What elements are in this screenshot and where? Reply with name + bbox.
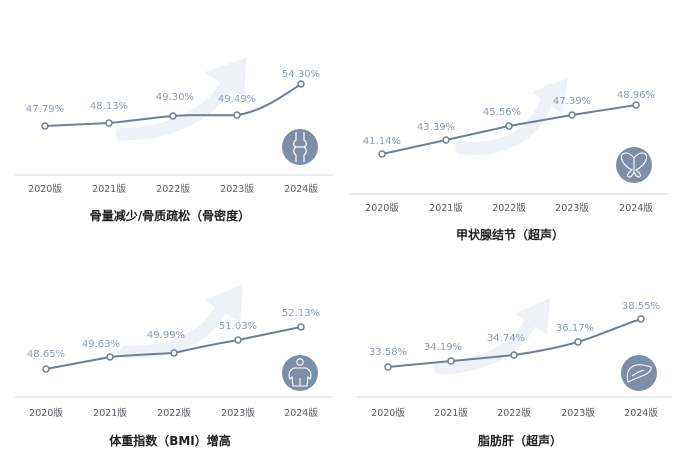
liver-icon — [621, 355, 657, 391]
x-tick-label: 2024版 — [284, 183, 318, 195]
x-tick-label: 2024版 — [619, 202, 653, 214]
chart-fatty-liver-plot: 33.58% 34.19% 34.74% 36.17% 38.55% 2020版… — [357, 298, 672, 419]
x-tick-label: 2021版 — [429, 202, 463, 214]
chart-bone-density-plot: 47.79% 48.13% 49.30% 49.49% 54.30% 2020版… — [15, 58, 333, 195]
trend-arrow-head-icon — [205, 58, 246, 98]
x-tick-label: 2024版 — [284, 407, 318, 419]
x-tick-label: 2022版 — [156, 183, 190, 195]
x-tick-label: 2020版 — [371, 407, 405, 419]
x-tick-label: 2022版 — [157, 407, 191, 419]
value-label: 41.14% — [363, 136, 401, 147]
data-line — [387, 318, 642, 368]
x-tick-label: 2020版 — [29, 407, 63, 419]
value-label: 38.55% — [622, 301, 660, 312]
value-label: 47.39% — [553, 96, 591, 107]
value-label: 47.79% — [26, 104, 64, 115]
value-label: 43.39% — [417, 122, 455, 133]
x-tick-label: 2023版 — [555, 202, 589, 214]
x-tick-label: 2020版 — [28, 183, 62, 195]
chart-bmi-plot: 48.65% 49.63% 49.99% 51.03% 52.13% 2020版… — [15, 284, 333, 419]
chart-thyroid-nodule: 41.14% 43.39% 45.56% 47.39% 48.96% 2020版… — [340, 0, 699, 250]
chart-title: 脂肪肝（超声） — [477, 434, 562, 448]
overweight-person-icon — [282, 355, 318, 391]
data-markers — [42, 323, 305, 373]
value-label: 34.74% — [487, 333, 525, 344]
value-label: 33.58% — [369, 347, 407, 358]
chart-thyroid-nodule-plot: 41.14% 43.39% 45.56% 47.39% 48.96% 2020版… — [350, 78, 668, 214]
x-tick-label: 2021版 — [93, 407, 127, 419]
value-label: 52.13% — [282, 308, 320, 319]
x-tick-label: 2023版 — [561, 407, 595, 419]
x-tick-label: 2023版 — [221, 407, 255, 419]
value-label: 54.30% — [282, 69, 320, 80]
x-tick-label: 2021版 — [434, 407, 468, 419]
value-label: 34.19% — [424, 342, 462, 353]
value-label: 48.96% — [617, 90, 655, 101]
value-label: 48.65% — [27, 349, 65, 360]
value-label: 45.56% — [483, 107, 521, 118]
x-tick-label: 2022版 — [497, 407, 531, 419]
trend-arrow-head-icon — [515, 298, 550, 334]
x-tick-label: 2024版 — [624, 407, 658, 419]
value-label: 51.03% — [219, 321, 257, 332]
chart-fatty-liver: 33.58% 34.19% 34.74% 36.17% 38.55% 2020版… — [340, 270, 699, 455]
thyroid-butterfly-icon — [616, 147, 652, 183]
trend-arrow-head-icon — [205, 284, 243, 322]
value-label: 36.17% — [556, 323, 594, 334]
chart-bone-density: 47.79% 48.13% 49.30% 49.49% 54.30% 2020版… — [0, 0, 340, 230]
trend-arrow-icon — [433, 307, 540, 375]
data-markers — [384, 315, 645, 371]
trend-arrow-icon — [455, 83, 557, 155]
trend-arrow-head-icon — [532, 78, 568, 114]
data-markers — [378, 101, 640, 158]
knee-joint-icon — [282, 129, 318, 165]
value-label: 49.30% — [156, 92, 194, 103]
value-label: 49.99% — [147, 330, 185, 341]
value-label: 49.63% — [82, 339, 120, 350]
value-label: 48.13% — [90, 101, 128, 112]
x-tick-label: 2021版 — [92, 183, 126, 195]
x-tick-label: 2020版 — [365, 202, 399, 214]
value-label: 49.49% — [218, 94, 256, 105]
x-tick-label: 2023版 — [220, 183, 254, 195]
trend-arrow-icon — [115, 65, 239, 141]
data-line — [44, 83, 302, 127]
data-markers — [41, 80, 305, 130]
chart-bmi: 48.65% 49.63% 49.99% 51.03% 52.13% 2020版… — [0, 270, 340, 455]
chart-title: 甲状腺结节（超声） — [455, 228, 564, 242]
chart-title: 骨量减少/骨质疏松（骨密度） — [89, 209, 251, 223]
chart-title: 体重指数（BMI）增高 — [109, 434, 231, 448]
x-tick-label: 2022版 — [492, 202, 526, 214]
